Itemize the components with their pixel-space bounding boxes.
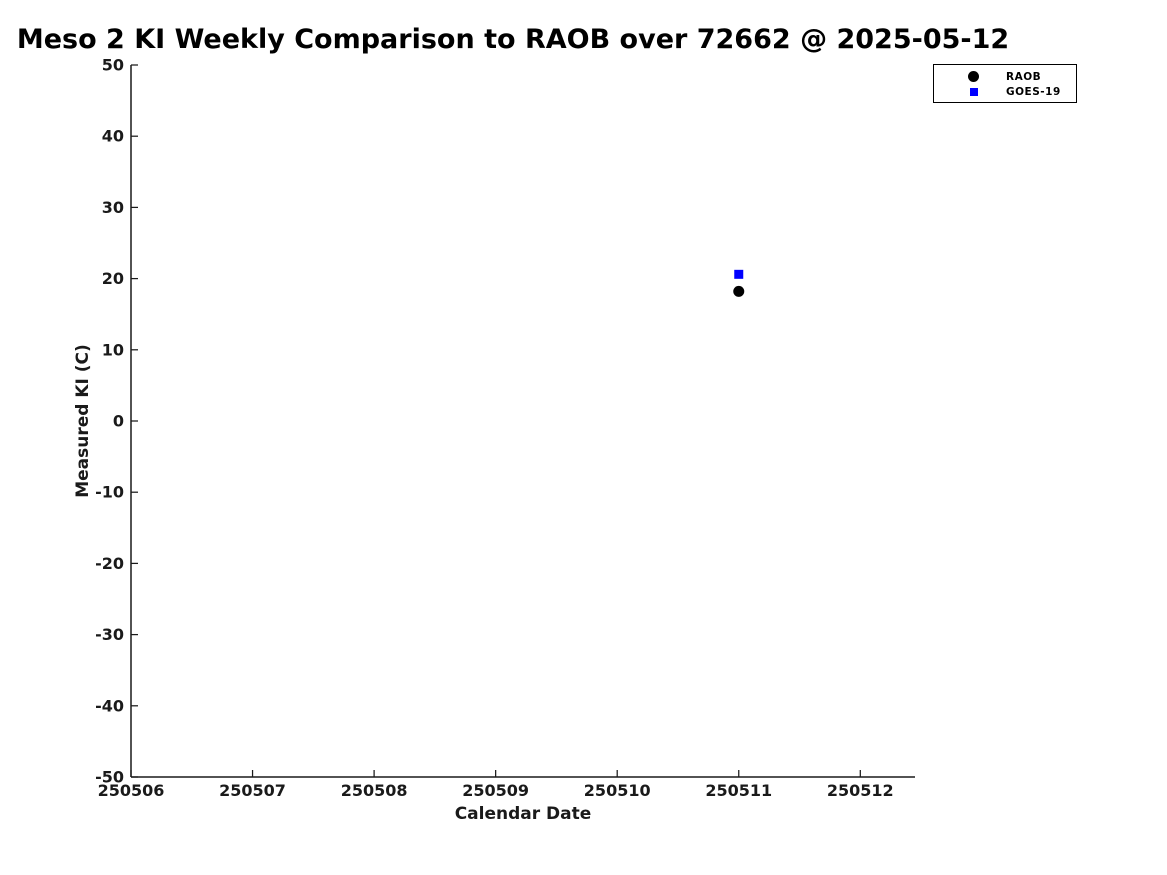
data-point-raob [733,285,745,297]
raob-circle-icon [968,71,979,83]
x-axis-label: Calendar Date [454,804,592,824]
legend: RAOB GOES-19 [933,64,1077,103]
legend-label-raob: RAOB [1006,70,1042,83]
legend-item-raob: RAOB [934,69,1076,85]
legend-item-goes19: GOES-19 [934,85,1076,101]
x-tick-label: 250511 [705,781,772,800]
y-tick-label: -10 [95,483,124,502]
chart-title: Meso 2 KI Weekly Comparison to RAOB over… [16,24,1010,55]
legend-label-goes19: GOES-19 [1006,86,1061,99]
y-tick-label: -20 [95,554,124,573]
y-tick-label: 40 [102,127,124,146]
data-point-goes-19 [734,269,744,279]
y-tick-label: 20 [102,269,124,288]
x-tick-label: 250512 [827,781,894,800]
goes19-square-icon [969,88,978,97]
legend-marker-cell [967,71,980,83]
x-tick-label: 250506 [98,781,165,800]
y-tick-label: -30 [95,625,124,644]
x-tick-label: 250510 [584,781,651,800]
y-tick-label: -50 [95,768,124,787]
y-tick-label: 10 [102,340,124,359]
y-tick-label: 50 [102,56,124,75]
y-tick-label: -40 [95,696,124,715]
x-tick-label: 250507 [219,781,286,800]
legend-marker-cell [967,88,980,97]
y-tick-label: 0 [113,412,124,431]
x-tick-label: 250509 [462,781,529,800]
x-tick-label: 250508 [341,781,408,800]
y-tick-label: 30 [102,198,124,217]
